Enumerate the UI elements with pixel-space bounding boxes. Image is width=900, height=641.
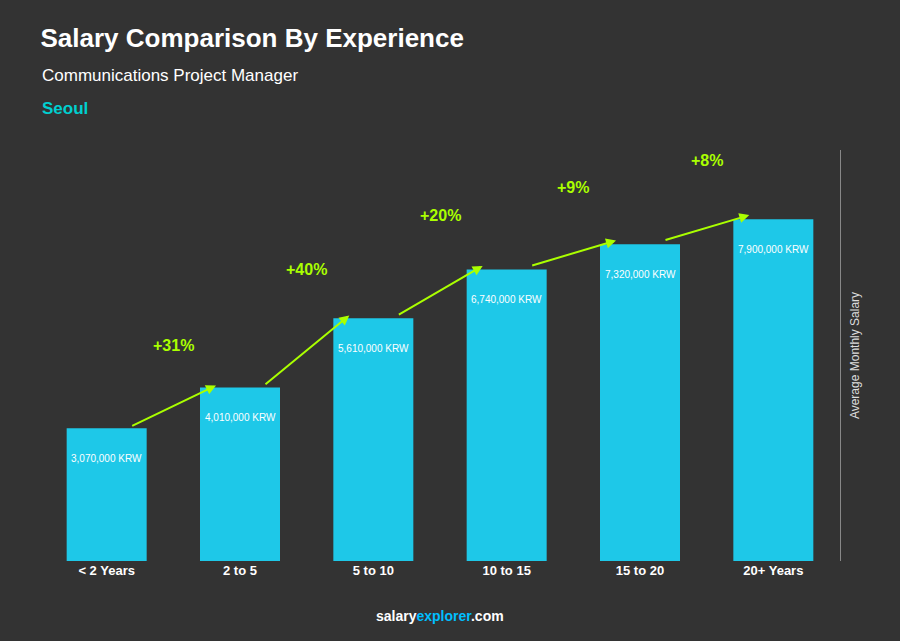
svg-text:Communications Project Manager: Communications Project Manager bbox=[42, 66, 298, 85]
svg-text:6,740,000 KRW: 6,740,000 KRW bbox=[471, 294, 542, 305]
svg-text:Seoul: Seoul bbox=[42, 99, 88, 118]
svg-text:7,320,000 KRW: 7,320,000 KRW bbox=[605, 269, 676, 280]
svg-text:4,010,000 KRW: 4,010,000 KRW bbox=[205, 412, 276, 423]
svg-text:3,070,000 KRW: 3,070,000 KRW bbox=[71, 453, 142, 464]
svg-text:Average Monthly Salary: Average Monthly Salary bbox=[848, 292, 862, 419]
svg-text:+8%: +8% bbox=[691, 152, 723, 169]
svg-text:+20%: +20% bbox=[420, 207, 461, 224]
svg-text:+9%: +9% bbox=[557, 179, 589, 196]
svg-text:10 to 15: 10 to 15 bbox=[482, 563, 530, 578]
svg-text:< 2 Years: < 2 Years bbox=[78, 563, 135, 578]
svg-text:salaryexplorer.com: salaryexplorer.com bbox=[376, 608, 504, 624]
svg-text:5 to 10: 5 to 10 bbox=[353, 563, 394, 578]
svg-text:Salary Comparison By Experienc: Salary Comparison By Experience bbox=[41, 23, 464, 53]
svg-text:20+ Years: 20+ Years bbox=[743, 563, 803, 578]
svg-text:15 to 20: 15 to 20 bbox=[616, 563, 664, 578]
svg-text:7,900,000 KRW: 7,900,000 KRW bbox=[738, 244, 809, 255]
svg-text:5,610,000 KRW: 5,610,000 KRW bbox=[338, 343, 409, 354]
svg-text:+31%: +31% bbox=[153, 337, 194, 354]
svg-text:2 to 5: 2 to 5 bbox=[223, 563, 257, 578]
svg-text:+40%: +40% bbox=[286, 261, 327, 278]
